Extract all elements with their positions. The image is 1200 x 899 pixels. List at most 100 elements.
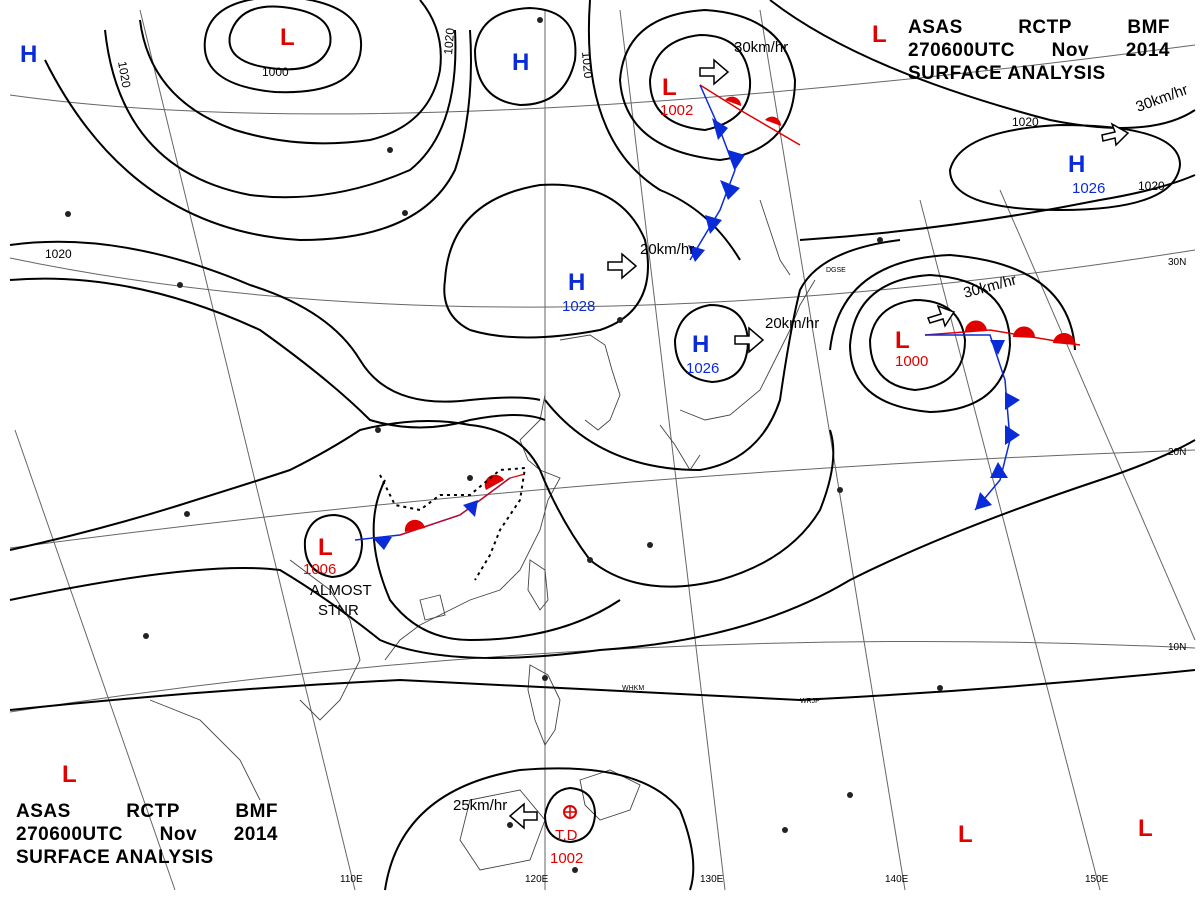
- title-row: SURFACE ANALYSIS: [908, 62, 1170, 85]
- front-north-cold-tri-5: [688, 245, 705, 262]
- stationary-label: STNR: [318, 602, 359, 619]
- isobar-low-1002-2: [618, 8, 797, 162]
- title-time: 270600UTC: [16, 824, 123, 845]
- isobar-h-north: [474, 6, 577, 107]
- title-agency: ASAS: [908, 17, 963, 38]
- title-row: ASAS RCTP BMF: [16, 800, 278, 823]
- title-row: 270600UTC Nov 2014: [908, 39, 1170, 62]
- pressure-letter: L: [958, 821, 973, 848]
- lat-line-20n: [9, 449, 1196, 549]
- front-north-warm-bump-2: [765, 116, 782, 126]
- pressure-letter: L: [62, 761, 77, 788]
- pressure-letter: L: [895, 327, 910, 354]
- pressure-value: 1002: [660, 102, 693, 119]
- station-plots: [65, 17, 943, 873]
- title-row: 270600UTC Nov 2014: [16, 823, 278, 846]
- isobars: [9, 0, 1196, 891]
- td-pressure: 1002: [550, 850, 583, 867]
- station-dot: [507, 822, 513, 828]
- isobar-big-loop: [587, 0, 741, 261]
- coast-taiwan: [527, 559, 549, 611]
- station-dot: [467, 475, 473, 481]
- station-dot: [937, 685, 943, 691]
- isobar-label: 1020: [45, 247, 72, 261]
- coast-luzon: [527, 664, 561, 746]
- title-product: SURFACE ANALYSIS: [16, 847, 214, 868]
- isobar-1020-center: [9, 277, 546, 429]
- isobar-nw-outer-2: [104, 29, 457, 199]
- arrow-h1028: [607, 252, 638, 280]
- lon-line-100e: [14, 429, 176, 891]
- fronts: [354, 84, 1081, 581]
- front-east-warm-bump-1: [964, 320, 987, 332]
- title-block-top-right: ASAS RCTP BMF 270600UTC Nov 2014 SURFACE…: [908, 16, 1170, 85]
- motion-speed: 20km/hr: [640, 241, 694, 258]
- pressure-letter: L: [1138, 815, 1153, 842]
- motion-speed: 30km/hr: [734, 39, 788, 56]
- title-block-bottom-left: ASAS RCTP BMF 270600UTC Nov 2014 SURFACE…: [16, 800, 278, 869]
- isobar-low-1000-2: [848, 273, 1012, 414]
- title-center: RCTP: [126, 801, 180, 822]
- coast-mindanao: [579, 769, 641, 821]
- coast-japan-1: [679, 279, 816, 421]
- front-east-warm-bump-2: [1013, 326, 1036, 338]
- title-agency: ASAS: [16, 801, 71, 822]
- pressure-letter: H: [568, 269, 585, 296]
- pressure-letter: H: [692, 331, 709, 358]
- arrow-low-1000: [927, 304, 956, 328]
- title-center: RCTP: [1018, 17, 1072, 38]
- isobar-low-nw-inner: [228, 5, 332, 71]
- front-east-warm-bump-3: [1053, 332, 1076, 345]
- almost-stationary-label: ALMOST: [310, 582, 372, 599]
- isobar-label: 1020: [115, 60, 133, 89]
- title-year: 2014: [233, 824, 278, 845]
- pressure-letter: L: [662, 74, 677, 101]
- isobar-label: 1020: [1012, 115, 1039, 129]
- longitude-label: 140E: [885, 874, 909, 885]
- front-north-cold-tri-2: [728, 150, 745, 170]
- station-dot: [177, 282, 183, 288]
- isobar-td-outer: [384, 767, 695, 891]
- front-north-cold-tri-1: [712, 118, 728, 140]
- title-year: 2014: [1125, 40, 1170, 61]
- station-code: WHKM: [622, 685, 644, 692]
- isobar-label: 1020: [579, 51, 595, 79]
- isobar-label: 1020: [1138, 179, 1165, 193]
- isobar-south-band-4: [9, 669, 1196, 711]
- title-month: Nov: [1051, 40, 1090, 61]
- td-marker: [563, 805, 577, 819]
- pressure-letter: H: [1068, 151, 1085, 178]
- longitude-label: 130E: [700, 874, 724, 885]
- isobar-h1028-inner: [443, 183, 649, 339]
- isobar-low-1006: [303, 513, 364, 579]
- station-dot: [782, 827, 788, 833]
- pressure-letter: L: [280, 24, 295, 51]
- isobar-low-nw-1000: [203, 0, 363, 94]
- front-east-cold-tri-1: [990, 340, 1005, 355]
- isobar-low-1000-inner: [868, 298, 967, 392]
- isobar-td-inner: [543, 786, 597, 844]
- station-dot: [877, 237, 883, 243]
- motion-arrows: [508, 58, 1130, 830]
- isobar-south-band: [9, 420, 835, 588]
- longitude-label: 110E: [340, 874, 363, 885]
- station-dot: [65, 211, 71, 217]
- front-north-cold-tri-4: [705, 215, 722, 234]
- front-east-cold-tri-4: [990, 462, 1008, 478]
- lon-line-130e: [619, 9, 726, 891]
- coast-korea: [559, 334, 621, 431]
- longitude-label: 120E: [525, 874, 549, 885]
- station-dot: [375, 427, 381, 433]
- isobar-label: 1000: [262, 65, 289, 79]
- arrow-td: [508, 802, 538, 830]
- front-east-cold-tri-2: [1005, 392, 1020, 410]
- latitude-label: 30N: [1168, 257, 1186, 268]
- front-south-bump-2: [484, 474, 504, 490]
- motion-speed: 25km/hr: [453, 797, 507, 814]
- arrow-ne-low: [699, 58, 730, 86]
- station-dot: [184, 511, 190, 517]
- isobar-low-1002: [648, 33, 752, 132]
- isobar-big-loop-2: [769, 0, 1196, 129]
- isobar-low-1000-3: [829, 253, 1076, 351]
- isobar-mid-band: [544, 239, 901, 472]
